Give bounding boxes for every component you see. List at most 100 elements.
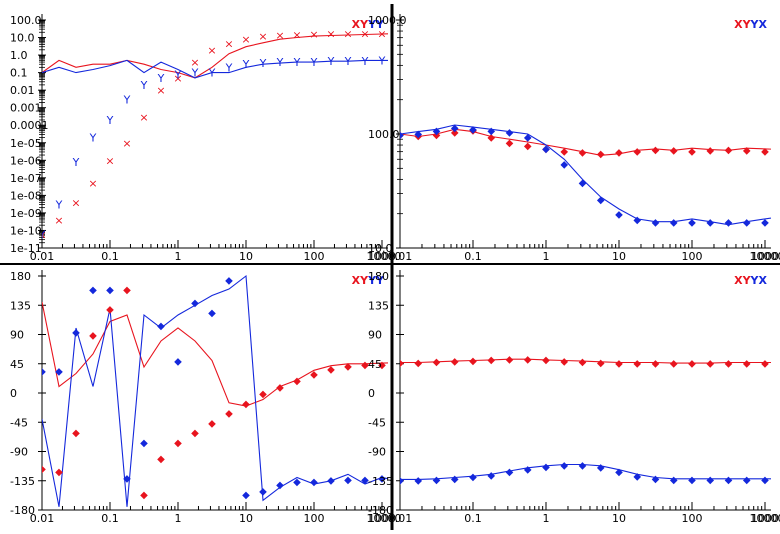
data-point: × (292, 28, 301, 41)
data-point: × (445, 27, 454, 40)
data-point: ◆ (524, 133, 532, 144)
data-point: ◆ (396, 475, 404, 486)
data-point: × (411, 27, 420, 40)
data-point: ◆ (761, 218, 769, 229)
data-point: ◆ (633, 215, 641, 226)
series-line-yy (42, 59, 388, 79)
legend: XYYX (734, 18, 767, 31)
data-point: ◆ (451, 128, 459, 139)
data-point: ◆ (55, 366, 63, 377)
data-point: ◆ (140, 490, 148, 501)
data-point: ◆ (361, 360, 369, 371)
data-point: × (139, 111, 148, 124)
data-point: × (360, 27, 369, 40)
data-point: ◆ (414, 358, 422, 369)
data-point: ◆ (378, 474, 386, 485)
data-point: ◆ (579, 461, 587, 472)
data-point: ◆ (38, 366, 46, 377)
data-point: ◆ (670, 358, 678, 369)
data-point: ◆ (743, 146, 751, 157)
series-line-yy (42, 274, 388, 507)
data-point: ◆ (725, 475, 733, 486)
data-point: ◆ (293, 376, 301, 387)
x-tick-label: 0.1 (101, 250, 119, 263)
y-tick-label: 1e-10 (10, 224, 42, 237)
data-point: ◆ (506, 355, 514, 366)
data-point: × (88, 177, 97, 190)
y-tick-label: 45 (368, 358, 382, 371)
data-point: ◆ (597, 358, 605, 369)
data-point: ◆ (725, 218, 733, 229)
legend: XYYX (734, 274, 767, 287)
data-point: × (258, 30, 267, 43)
data-point: ◆ (191, 428, 199, 439)
data-point: ◆ (123, 474, 131, 485)
data-point: ◆ (414, 129, 422, 140)
y-tick-label: -90 (10, 446, 28, 459)
x-tick-label: 0.01 (30, 512, 55, 525)
y-tick-label: 135 (368, 299, 389, 312)
data-point: ◆ (38, 464, 46, 475)
data-point: Y (361, 55, 369, 68)
data-point: ◆ (615, 148, 623, 159)
data-point: ◆ (706, 358, 714, 369)
data-point: Y (72, 156, 80, 169)
series-line-xy (400, 358, 771, 364)
y-tick-label: 100.0 (368, 128, 400, 141)
data-point: ◆ (361, 475, 369, 486)
data-point: ◆ (633, 358, 641, 369)
data-point: Y (140, 79, 148, 92)
data-point: × (377, 27, 386, 40)
data-point: × (190, 56, 199, 69)
data-point: ◆ (469, 125, 477, 136)
data-point: ◆ (670, 146, 678, 157)
y-tick-label: 0 (10, 387, 17, 400)
data-point: Y (344, 55, 352, 68)
data-point: × (207, 44, 216, 57)
data-point: ◆ (652, 145, 660, 156)
data-point: ◆ (761, 475, 769, 486)
data-point: ◆ (506, 138, 514, 149)
data-point: ◆ (725, 358, 733, 369)
x-tick-label: 1 (543, 512, 550, 525)
data-point: ◆ (652, 358, 660, 369)
y-tick-label: -135 (368, 475, 393, 488)
data-point: ◆ (327, 364, 335, 375)
data-point: ◆ (72, 428, 80, 439)
data-point: Y (327, 55, 335, 68)
data-point: Y (310, 56, 318, 69)
data-point: ◆ (761, 146, 769, 157)
data-point: ◆ (597, 462, 605, 473)
data-point: ◆ (451, 123, 459, 134)
data-point: ◆ (560, 146, 568, 157)
data-point: Y (378, 54, 386, 67)
y-tick-label: 1e-06 (10, 154, 42, 167)
data-point: ◆ (310, 370, 318, 381)
data-point: ◆ (259, 389, 267, 400)
data-point: ◆ (451, 357, 459, 368)
data-point: Y (89, 131, 97, 144)
legend-entry: XY (734, 18, 751, 31)
y-tick-label: 135 (10, 299, 31, 312)
x-tick-label: 1 (543, 250, 550, 263)
y-tick-label: -45 (10, 416, 28, 429)
data-point: ◆ (706, 146, 714, 157)
y-tick-label: 90 (368, 329, 382, 342)
series-line-xy (42, 33, 388, 79)
legend-entry: YY (367, 18, 385, 31)
data-point: × (241, 33, 250, 46)
data-point: ◆ (451, 474, 459, 485)
data-point: ◆ (396, 130, 404, 141)
data-point: ◆ (469, 356, 477, 367)
y-tick-label: 45 (10, 358, 24, 371)
data-point: × (326, 27, 335, 40)
data-point: ◆ (688, 475, 696, 486)
data-point: ◆ (414, 475, 422, 486)
data-point: ◆ (276, 480, 284, 491)
y-tick-label: 1e-07 (10, 172, 42, 185)
y-tick-label: 0 (368, 387, 375, 400)
y-tick-label: 1.0 (10, 49, 28, 62)
y-tick-label: 0.001 (10, 102, 42, 115)
data-point: Y (157, 72, 165, 85)
